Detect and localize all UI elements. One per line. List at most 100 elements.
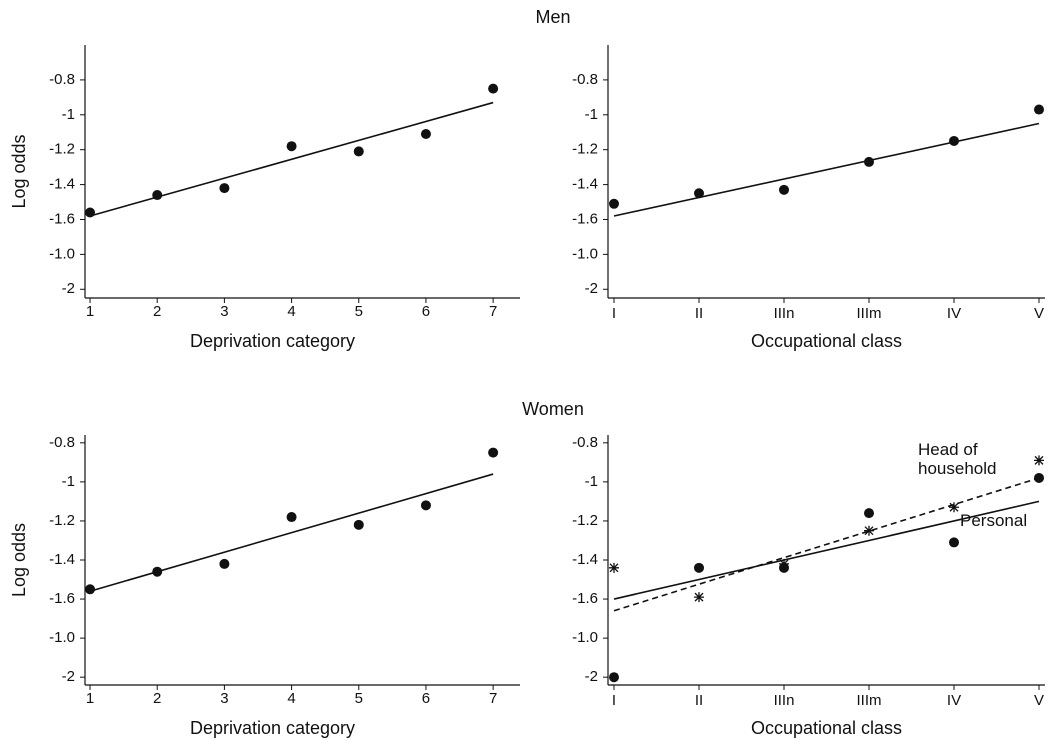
y-tick-label: -1.0 bbox=[49, 245, 75, 262]
y-tick-label: -1.0 bbox=[49, 629, 75, 646]
x-tick-label: 6 bbox=[422, 303, 430, 320]
y-axis-label: Log odds bbox=[9, 134, 29, 208]
y-tick-label: -1.6 bbox=[49, 210, 75, 227]
x-tick-label: 3 bbox=[220, 303, 228, 320]
trend-line bbox=[613, 500, 1040, 600]
x-tick-label: I bbox=[612, 305, 616, 322]
star-marker bbox=[609, 562, 619, 573]
y-tick-label: -1.4 bbox=[572, 551, 598, 568]
y-tick-label: -0.8 bbox=[572, 71, 598, 88]
y-tick-label: -2 bbox=[62, 668, 75, 685]
point bbox=[85, 207, 96, 218]
point bbox=[694, 188, 704, 199]
x-tick-label: 6 bbox=[422, 690, 430, 707]
x-tick-label: 5 bbox=[355, 303, 363, 320]
x-tick-label: IIIm bbox=[857, 692, 882, 709]
series-label: Personal bbox=[960, 511, 1028, 531]
x-tick-label: II bbox=[695, 305, 703, 322]
y-tick-label: -1.0 bbox=[572, 629, 598, 646]
y-tick-label: -1 bbox=[62, 473, 75, 490]
y-tick-label: -1.0 bbox=[572, 245, 598, 262]
point bbox=[949, 135, 959, 146]
point bbox=[353, 519, 364, 530]
x-tick-label: I bbox=[612, 692, 616, 709]
trend-line bbox=[613, 122, 1040, 217]
x-tick-label: V bbox=[1034, 305, 1044, 322]
y-tick-label: -1.2 bbox=[49, 141, 75, 158]
section-title: Women bbox=[522, 399, 584, 419]
x-tick-label: 4 bbox=[287, 303, 295, 320]
x-axis-label: Deprivation category bbox=[190, 331, 355, 351]
y-axis-label: Log odds bbox=[9, 523, 29, 597]
series-label: Head of household bbox=[918, 440, 997, 478]
point bbox=[609, 198, 619, 209]
x-tick-label: 7 bbox=[489, 303, 497, 320]
x-tick-label: IIIm bbox=[857, 305, 882, 322]
point bbox=[219, 183, 230, 194]
x-tick-label: IIIn bbox=[774, 305, 795, 322]
y-tick-label: -1 bbox=[585, 473, 598, 490]
y-tick-label: -1.2 bbox=[49, 512, 75, 529]
x-tick-label: 4 bbox=[287, 690, 295, 707]
point bbox=[1034, 104, 1044, 115]
star-marker bbox=[694, 592, 704, 603]
y-tick-label: -1 bbox=[62, 106, 75, 123]
point bbox=[219, 558, 230, 569]
y-tick-label: -1.6 bbox=[572, 590, 598, 607]
point bbox=[694, 562, 704, 573]
x-tick-label: II bbox=[695, 692, 703, 709]
x-axis-label: Deprivation category bbox=[190, 718, 355, 738]
x-tick-label: 3 bbox=[220, 690, 228, 707]
point bbox=[864, 508, 874, 519]
point bbox=[488, 83, 499, 94]
star-marker bbox=[779, 558, 789, 569]
x-tick-label: 2 bbox=[153, 690, 161, 707]
y-tick-label: -1.4 bbox=[49, 551, 75, 568]
point bbox=[949, 537, 959, 548]
point bbox=[488, 447, 499, 458]
y-tick-label: -0.8 bbox=[49, 434, 75, 451]
y-tick-label: -1.6 bbox=[49, 590, 75, 607]
point bbox=[152, 190, 163, 201]
x-tick-label: 5 bbox=[355, 690, 363, 707]
x-tick-label: V bbox=[1034, 692, 1044, 709]
y-tick-label: -0.8 bbox=[49, 71, 75, 88]
trend-line bbox=[89, 101, 494, 217]
point bbox=[864, 156, 874, 167]
x-tick-label: IIIn bbox=[774, 692, 795, 709]
x-tick-label: 1 bbox=[86, 690, 94, 707]
point bbox=[779, 184, 789, 195]
x-axis-label: Occupational class bbox=[751, 718, 902, 738]
point bbox=[85, 584, 96, 595]
y-tick-label: -2 bbox=[62, 280, 75, 297]
y-tick-label: -2 bbox=[585, 280, 598, 297]
star-marker bbox=[949, 502, 959, 513]
point bbox=[420, 128, 431, 139]
point bbox=[286, 512, 297, 523]
x-tick-label: 1 bbox=[86, 303, 94, 320]
x-tick-label: 2 bbox=[153, 303, 161, 320]
y-tick-label: -1.2 bbox=[572, 141, 598, 158]
y-tick-label: -2 bbox=[585, 668, 598, 685]
y-tick-label: -1 bbox=[585, 106, 598, 123]
point bbox=[609, 672, 619, 683]
x-axis-label: Occupational class bbox=[751, 331, 902, 351]
y-tick-label: -1.4 bbox=[49, 176, 75, 193]
y-tick-label: -1.2 bbox=[572, 512, 598, 529]
star-marker bbox=[1034, 455, 1044, 466]
section-title: Men bbox=[535, 7, 570, 27]
trend-line bbox=[613, 477, 1040, 612]
trend-line bbox=[89, 473, 494, 593]
x-tick-label: 7 bbox=[489, 690, 497, 707]
point bbox=[286, 141, 297, 152]
x-tick-label: IV bbox=[947, 305, 961, 322]
point bbox=[420, 500, 431, 511]
y-tick-label: -0.8 bbox=[572, 434, 598, 451]
point bbox=[152, 566, 163, 577]
x-tick-label: IV bbox=[947, 692, 961, 709]
y-tick-label: -1.4 bbox=[572, 176, 598, 193]
star-marker bbox=[864, 525, 874, 536]
point bbox=[353, 146, 364, 157]
